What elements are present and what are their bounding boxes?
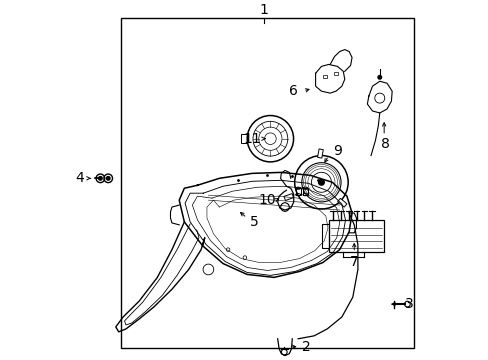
Text: 3: 3 [404,297,412,311]
Bar [284,194,293,201]
Circle shape [377,76,381,79]
Circle shape [99,176,102,180]
Bar [323,75,326,78]
Bar [317,149,323,158]
Text: 4: 4 [75,171,83,185]
Text: 9: 9 [332,144,341,158]
Bar [321,224,328,248]
Bar [334,72,337,75]
Bar [328,220,383,252]
Bar [295,188,300,195]
Text: 1: 1 [259,3,268,17]
Bar [337,198,346,207]
Bar [302,188,307,195]
Text: 10: 10 [258,193,276,207]
Circle shape [106,176,110,180]
Circle shape [318,179,324,185]
Text: 8: 8 [380,137,389,151]
Text: 7: 7 [349,255,358,269]
Text: 5: 5 [249,215,258,229]
Bar [240,134,247,143]
Text: 11: 11 [243,132,261,146]
Text: 6: 6 [289,84,298,98]
Bar [121,18,413,348]
Text: 2: 2 [302,340,310,354]
